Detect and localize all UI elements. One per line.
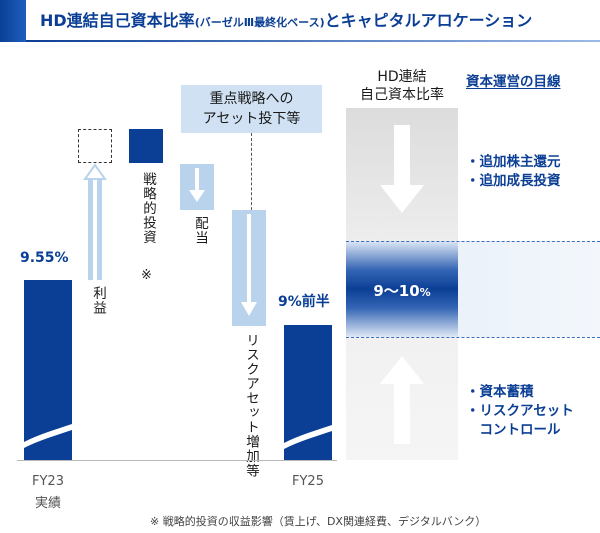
footnote: ※ 戦略的投資の収益影響（賃上げ、DX関連経費、デジタルバンク） bbox=[150, 515, 487, 528]
note-mark: ※ bbox=[141, 268, 152, 283]
lower-item-3: コントロール bbox=[466, 422, 561, 438]
risk-asset-down-arrow-icon bbox=[232, 210, 266, 326]
fy23-bar bbox=[24, 280, 72, 460]
band-top-line bbox=[346, 241, 600, 242]
dividend-down-arrow-icon bbox=[180, 164, 214, 210]
dividend-label: 配当 bbox=[192, 216, 208, 245]
callout-box: 重点戦略への アセット投下等 bbox=[181, 85, 322, 133]
callout-line1: 重点戦略への bbox=[209, 91, 294, 107]
upper-items: ・追加株主還元 ・追加成長投資 bbox=[466, 153, 561, 191]
target-band-label: 9～10% bbox=[346, 280, 458, 301]
target-band-column bbox=[346, 241, 458, 337]
profit-target-box bbox=[78, 129, 112, 163]
band-label-unit: % bbox=[419, 286, 431, 299]
ratio-column-header: HD連結 自己資本比率 bbox=[346, 68, 458, 104]
lower-item-1: ・資本蓄積 bbox=[466, 384, 534, 400]
callout-leader-line bbox=[251, 133, 252, 215]
col-header-line1: HD連結 bbox=[377, 69, 427, 85]
bar-swoosh-icon bbox=[284, 425, 332, 449]
band-bottom-line bbox=[346, 337, 600, 338]
title-main: HD連結自己資本比率 bbox=[40, 11, 195, 30]
up-arrow-icon bbox=[380, 356, 424, 444]
down-arrow-icon bbox=[380, 125, 424, 213]
lower-item-2: ・リスクアセット bbox=[466, 403, 574, 419]
x-axis-line bbox=[17, 460, 337, 461]
fy25-bar bbox=[284, 325, 332, 460]
profit-up-arrow-icon bbox=[83, 163, 107, 280]
band-label-main: 9～10 bbox=[373, 282, 420, 300]
title-tail: とキャピタルアロケーション bbox=[324, 11, 533, 30]
page-title: HD連結自己資本比率(バーゼルⅢ最終化ベース)とキャピタルアロケーション bbox=[40, 7, 532, 35]
upper-item-2: ・追加成長投資 bbox=[466, 173, 561, 189]
fy23-value-label: 9.55% bbox=[20, 250, 69, 266]
col-header-line2: 自己資本比率 bbox=[360, 87, 444, 103]
lower-items: ・資本蓄積 ・リスクアセット コントロール bbox=[466, 383, 574, 440]
risk-asset-label: リスクアセット増加等 bbox=[243, 333, 259, 478]
bar-swoosh-icon bbox=[24, 424, 72, 448]
fy25-value-label: 9%前半 bbox=[278, 294, 330, 310]
title-paren: (バーゼルⅢ最終化ベース) bbox=[194, 16, 325, 29]
x-label-fy25: FY25 bbox=[292, 474, 324, 489]
upper-item-1: ・追加株主還元 bbox=[466, 154, 561, 170]
header-bar bbox=[0, 0, 600, 42]
strategic-investment-label: 戦略的投資 bbox=[140, 172, 156, 245]
target-header: 資本運営の目線 bbox=[466, 74, 561, 90]
callout-line2: アセット投下等 bbox=[202, 111, 301, 127]
header-underline bbox=[26, 40, 600, 42]
x-label-fy23: FY23 bbox=[32, 474, 64, 489]
profit-label: 利益 bbox=[90, 286, 106, 315]
x-label-fy23-sub: 実績 bbox=[34, 496, 61, 511]
strategic-investment-box bbox=[129, 129, 163, 163]
header-accent bbox=[0, 0, 26, 42]
